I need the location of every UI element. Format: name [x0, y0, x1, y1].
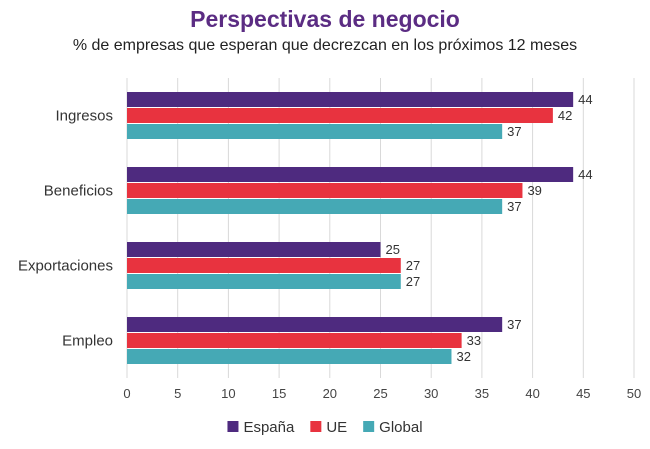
data-label: 44	[578, 92, 592, 107]
bar	[127, 317, 503, 332]
bar	[127, 333, 462, 348]
x-tick-label: 10	[221, 386, 235, 401]
x-tick-label: 20	[323, 386, 337, 401]
bar	[127, 124, 503, 139]
chart-title: Perspectivas de negocio	[190, 6, 460, 32]
chart-subtitle: % de empresas que esperan que decrezcan …	[73, 37, 577, 54]
legend-label: UE	[326, 419, 347, 436]
labels: 0 5 10 15 20 25 30 35 40 45 50 Ingresos 44 42 37 Benefi…	[18, 92, 641, 401]
x-tick-label: 40	[525, 386, 539, 401]
data-label: 33	[467, 333, 481, 348]
data-label: 42	[558, 108, 572, 123]
bar	[127, 258, 401, 273]
bar	[127, 199, 503, 214]
bar	[127, 108, 553, 123]
bar	[127, 92, 574, 107]
x-tick-label: 25	[373, 386, 387, 401]
legend-swatch	[310, 421, 322, 432]
category-label: Beneficios	[44, 183, 113, 200]
data-label: 37	[507, 124, 521, 139]
bar	[127, 183, 523, 198]
bar	[127, 167, 574, 182]
x-tick-label: 30	[424, 386, 438, 401]
legend-label: Global	[379, 419, 422, 436]
bar	[127, 242, 381, 257]
x-tick-label: 0	[123, 386, 130, 401]
x-tick-label: 35	[475, 386, 489, 401]
data-label: 32	[456, 349, 470, 364]
legend-swatch	[363, 421, 375, 432]
x-tick-label: 45	[576, 386, 590, 401]
bar	[127, 349, 452, 364]
data-label: 27	[406, 258, 420, 273]
data-label: 37	[507, 317, 521, 332]
x-tick-label: 5	[174, 386, 181, 401]
x-tick-label: 50	[627, 386, 641, 401]
data-label: 27	[406, 274, 420, 289]
category-label: Exportaciones	[18, 258, 113, 275]
data-label: 44	[578, 167, 592, 182]
bar	[127, 274, 401, 289]
category-label: Empleo	[62, 333, 113, 350]
bars	[127, 92, 574, 364]
legend: España UE Global	[227, 419, 423, 436]
x-tick-label: 15	[272, 386, 286, 401]
data-label: 25	[386, 242, 400, 257]
data-label: 39	[527, 183, 541, 198]
category-label: Ingresos	[55, 108, 113, 125]
legend-label: España	[243, 419, 295, 436]
data-label: 37	[507, 199, 521, 214]
legend-swatch	[227, 421, 239, 432]
